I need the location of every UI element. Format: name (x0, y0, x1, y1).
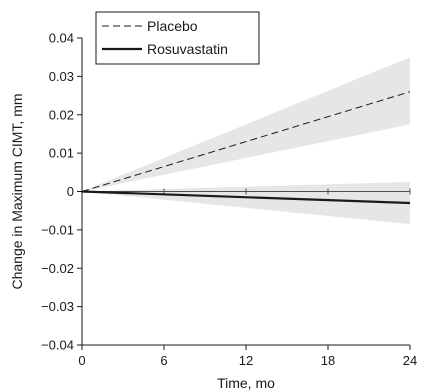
y-tick-label: −0.02 (41, 261, 74, 276)
x-tick-label: 6 (160, 353, 167, 368)
y-tick-label: −0.03 (41, 299, 74, 314)
legend-label-rosuvastatin: Rosuvastatin (147, 41, 228, 57)
x-tick-label: 12 (239, 353, 253, 368)
y-tick-label: 0.04 (49, 31, 74, 46)
y-axis-title: Change in Maximum CIMT, mm (9, 93, 25, 289)
x-tick-label: 18 (321, 353, 335, 368)
y-tick-label: 0.02 (49, 107, 74, 122)
x-tick-label: 24 (403, 353, 417, 368)
confidence-bands (82, 57, 410, 225)
series-lines (81, 91, 411, 205)
axes: 0.04 0.03 0.02 0.01 0 −0.01 −0.02 −0.03 −0.04 0 6 1… (41, 31, 417, 369)
legend: Placebo Rosuvastatin (95, 11, 260, 65)
x-tick-label: 0 (78, 353, 85, 368)
y-tick-label: −0.04 (41, 338, 74, 353)
ci-band-placebo (82, 57, 410, 192)
y-tick-label: −0.01 (41, 222, 74, 237)
legend-label-placebo: Placebo (147, 18, 198, 34)
legend-box (95, 11, 260, 65)
y-tick-label: 0.01 (49, 146, 74, 161)
x-axis-title: Time, mo (217, 375, 275, 391)
ci-band-rosuvastatin (82, 181, 410, 225)
y-tick-label: 0 (67, 184, 74, 199)
series-line-placebo (81, 91, 411, 192)
y-tick-label: 0.03 (49, 69, 74, 84)
series-line-rosuvastatin (81, 190, 411, 205)
